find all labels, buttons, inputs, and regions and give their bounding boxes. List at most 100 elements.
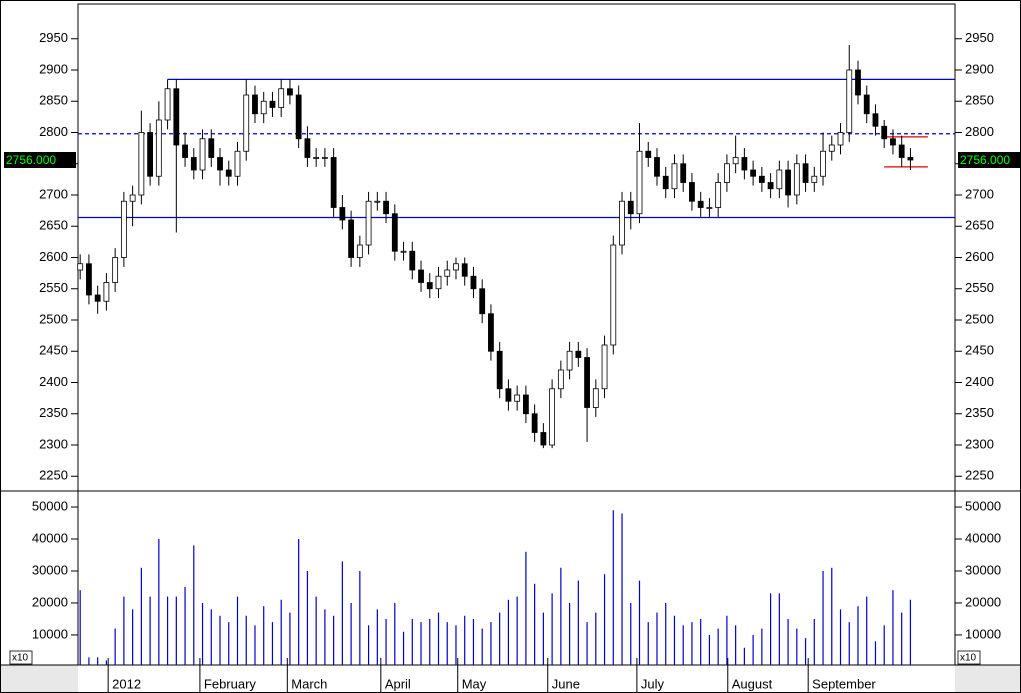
candle-body xyxy=(505,388,512,402)
volume-bar xyxy=(525,551,527,665)
candle-body xyxy=(453,263,459,271)
volume-bar xyxy=(874,641,877,665)
y-tick-label: 30000 xyxy=(965,562,1001,577)
volume-bar xyxy=(193,545,195,665)
candle-body xyxy=(785,169,791,196)
y-tick-label: 50000 xyxy=(965,498,1001,513)
volume-bar xyxy=(166,596,169,665)
candle-body xyxy=(479,288,486,315)
candle-body xyxy=(287,88,293,96)
last-price-box xyxy=(4,152,76,168)
candle-body xyxy=(304,138,311,158)
volume-bar xyxy=(866,596,868,665)
candle-body xyxy=(129,194,136,202)
volume-bar xyxy=(769,593,772,665)
y-tick-label: 2500 xyxy=(965,311,994,326)
y-tick-label: 2900 xyxy=(39,61,68,76)
volume-bar xyxy=(280,599,282,665)
candle-body xyxy=(208,138,215,158)
y-tick-label: 2550 xyxy=(39,280,68,295)
volume-bar xyxy=(787,618,789,665)
y-tick-label: 2800 xyxy=(965,124,994,139)
candle-body xyxy=(383,200,389,215)
volume-bar xyxy=(394,602,396,665)
volume-bar xyxy=(97,657,99,665)
y-tick-label: 10000 xyxy=(32,626,68,641)
candle-body xyxy=(138,132,145,196)
volume-bar xyxy=(743,647,745,665)
candle-body xyxy=(444,269,451,277)
candle-body xyxy=(103,282,110,302)
volume-bar xyxy=(901,612,903,665)
candle-body xyxy=(190,157,197,171)
volume-bar xyxy=(472,618,475,665)
volume-bar xyxy=(717,628,719,665)
candle-body xyxy=(356,244,363,258)
volume-bar xyxy=(254,625,256,665)
candle-body xyxy=(741,157,748,171)
volume-bar xyxy=(778,593,780,665)
candle-body xyxy=(654,157,660,177)
volume-bar xyxy=(796,628,798,665)
y-tick-label: 2850 xyxy=(39,93,68,108)
unit-box xyxy=(957,650,981,665)
candle-body xyxy=(86,263,92,296)
candle-body xyxy=(758,175,765,183)
x-tick-label: June xyxy=(552,676,580,691)
volume-bar xyxy=(359,570,361,665)
volume-bar xyxy=(271,622,274,665)
volume-bar xyxy=(219,615,221,665)
unit-label: x10 xyxy=(960,653,977,664)
y-tick-label: 2650 xyxy=(39,218,68,233)
y-tick-label: 2300 xyxy=(965,436,994,451)
y-tick-label: 2850 xyxy=(965,93,994,108)
volume-bar xyxy=(735,625,737,665)
unit-label: x10 xyxy=(12,653,29,664)
x-tick-label: August xyxy=(732,676,773,691)
candle-body xyxy=(112,257,119,283)
candle-body xyxy=(269,100,276,108)
volume-bar xyxy=(236,596,239,665)
candle-body xyxy=(732,157,739,165)
y-tick-label: 2700 xyxy=(39,186,68,201)
volume-bar xyxy=(298,539,300,665)
candle-body xyxy=(584,357,590,408)
y-tick-label: 2900 xyxy=(965,61,994,76)
candle-body xyxy=(592,388,599,408)
y-tick-label: 20000 xyxy=(965,594,1001,609)
volume-bar xyxy=(114,628,116,665)
candle-body xyxy=(278,88,285,108)
volume-bar xyxy=(123,596,125,665)
candle-body xyxy=(120,200,127,258)
y-tick-label: 2650 xyxy=(965,218,994,233)
volume-bar xyxy=(481,628,483,665)
volume-bar xyxy=(568,602,571,665)
volume-bar xyxy=(892,590,894,665)
last-price-box xyxy=(958,152,1020,168)
candle-body xyxy=(820,150,826,177)
last-price-label: 2756.000 xyxy=(960,153,1010,167)
y-tick-label: 2500 xyxy=(39,311,68,326)
volume-bar xyxy=(499,612,501,665)
candle-body xyxy=(531,413,538,433)
candle-body xyxy=(391,213,398,252)
candle-body xyxy=(426,282,433,290)
x-tick-label: April xyxy=(385,676,411,691)
candle-body xyxy=(715,182,722,208)
candle-body xyxy=(461,263,468,277)
volume-bar xyxy=(560,567,562,665)
candle-body xyxy=(435,275,442,290)
x-tick-label: February xyxy=(204,676,257,691)
candle-body xyxy=(619,200,625,246)
volume-bar xyxy=(595,612,597,665)
candle-body xyxy=(575,350,582,358)
y-tick-label: 2400 xyxy=(39,374,68,389)
candle-body xyxy=(863,94,870,115)
candle-body xyxy=(680,163,687,183)
volume-bar xyxy=(429,618,431,665)
volume-bar xyxy=(822,570,824,665)
volume-bar xyxy=(184,586,186,665)
volume-bar xyxy=(263,606,265,665)
volume-bar xyxy=(507,599,510,665)
